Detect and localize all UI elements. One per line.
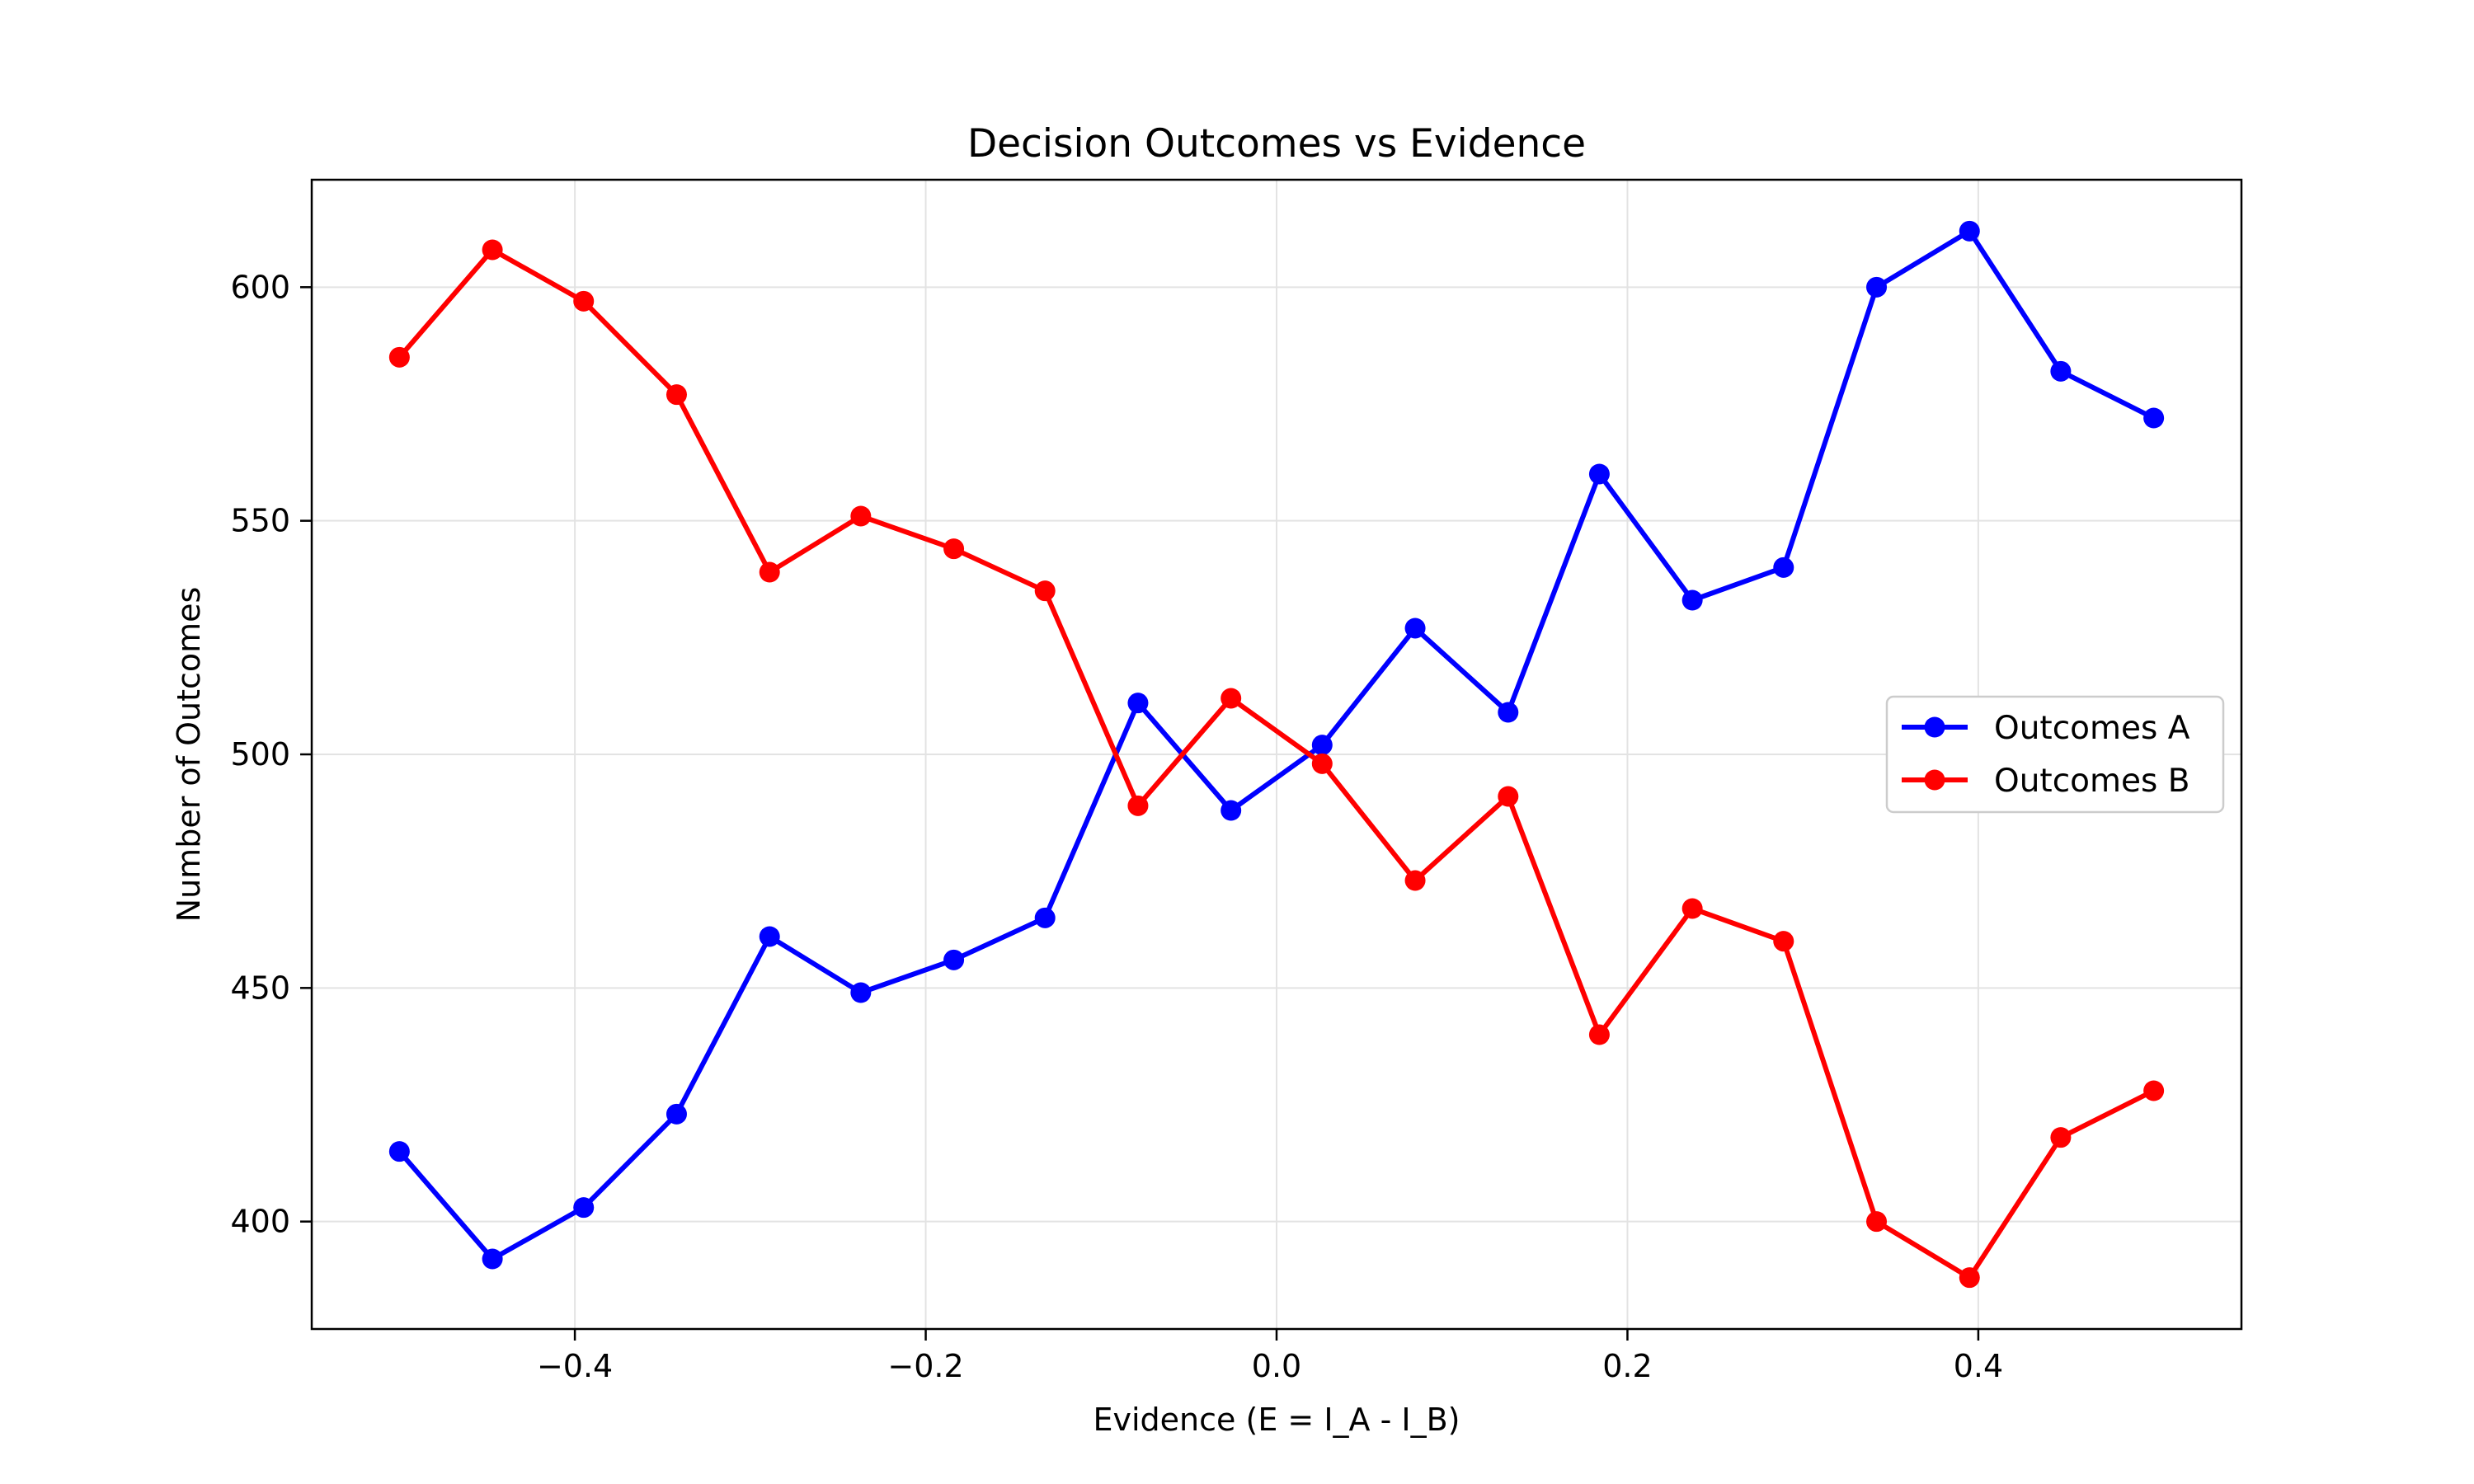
x-tick-label: 0.2 <box>1602 1348 1652 1384</box>
data-point <box>1034 907 1056 928</box>
x-tick-label: 0.0 <box>1252 1348 1301 1384</box>
data-point <box>2143 1080 2165 1101</box>
x-tick-label: −0.4 <box>537 1348 613 1384</box>
data-point <box>850 982 872 1003</box>
data-point <box>1773 931 1794 952</box>
data-point <box>759 561 780 583</box>
data-point <box>388 1141 410 1162</box>
data-point <box>1681 898 1703 919</box>
data-point <box>573 1197 595 1219</box>
data-point <box>1588 1024 1610 1045</box>
series-line <box>397 247 2157 1280</box>
data-point <box>1311 735 1333 756</box>
series-a <box>388 220 2165 1270</box>
data-point <box>2143 407 2165 429</box>
data-point <box>1866 276 1888 298</box>
legend-item: Outcomes A <box>1902 710 2190 747</box>
data-point <box>1959 1267 1980 1289</box>
legend-box <box>1885 695 2225 814</box>
x-axis-label: Evidence (E = I_A - I_B) <box>1094 1402 1460 1438</box>
y-tick-label: 450 <box>230 970 290 1006</box>
data-point <box>1959 220 1980 242</box>
data-point <box>943 949 965 970</box>
data-point <box>1498 786 1519 807</box>
data-point <box>850 505 872 527</box>
data-point <box>759 926 780 947</box>
data-point <box>2050 1127 2072 1148</box>
legend-label: Outcomes B <box>1994 763 2189 800</box>
x-tick-label: 0.4 <box>1954 1348 2003 1384</box>
data-point <box>666 384 687 406</box>
data-point <box>1588 463 1610 485</box>
legend-label: Outcomes A <box>1994 710 2190 747</box>
y-axis-ticks: 400 450 500 550 600 <box>230 269 312 1240</box>
data-point <box>1034 580 1056 602</box>
y-tick-label: 600 <box>230 269 290 305</box>
y-tick-label: 500 <box>230 736 290 773</box>
data-point <box>1311 753 1333 774</box>
legend: Outcomes A Outcomes B <box>1885 695 2225 814</box>
legend-item: Outcomes B <box>1902 763 2189 800</box>
data-point <box>2050 360 2072 382</box>
data-point <box>482 239 503 261</box>
data-point <box>1127 795 1149 816</box>
data-point <box>573 290 595 312</box>
legend-marker <box>1924 769 1945 791</box>
data-point <box>1681 589 1703 611</box>
legend-marker <box>1924 716 1945 738</box>
data-point <box>482 1248 503 1270</box>
data-point <box>1127 693 1149 714</box>
series-line <box>397 228 2157 1261</box>
data-point <box>1498 702 1519 723</box>
y-tick-label: 550 <box>230 503 290 539</box>
series-layer <box>388 220 2165 1289</box>
data-point <box>943 538 965 560</box>
data-point <box>1404 870 1426 891</box>
data-point <box>666 1103 687 1125</box>
x-axis-ticks: −0.4 −0.2 0.0 0.2 0.4 <box>537 1329 2003 1384</box>
data-point <box>1773 556 1794 578</box>
series-b <box>388 239 2165 1289</box>
chart-title: Decision Outcomes vs Evidence <box>967 121 1586 167</box>
data-point <box>1866 1211 1888 1233</box>
data-point <box>1221 688 1242 709</box>
y-tick-label: 400 <box>230 1204 290 1240</box>
data-point <box>1404 618 1426 639</box>
y-axis-label: Number of Outcomes <box>171 587 207 923</box>
data-point <box>1221 800 1242 821</box>
data-point <box>388 346 410 368</box>
x-tick-label: −0.2 <box>887 1348 963 1384</box>
